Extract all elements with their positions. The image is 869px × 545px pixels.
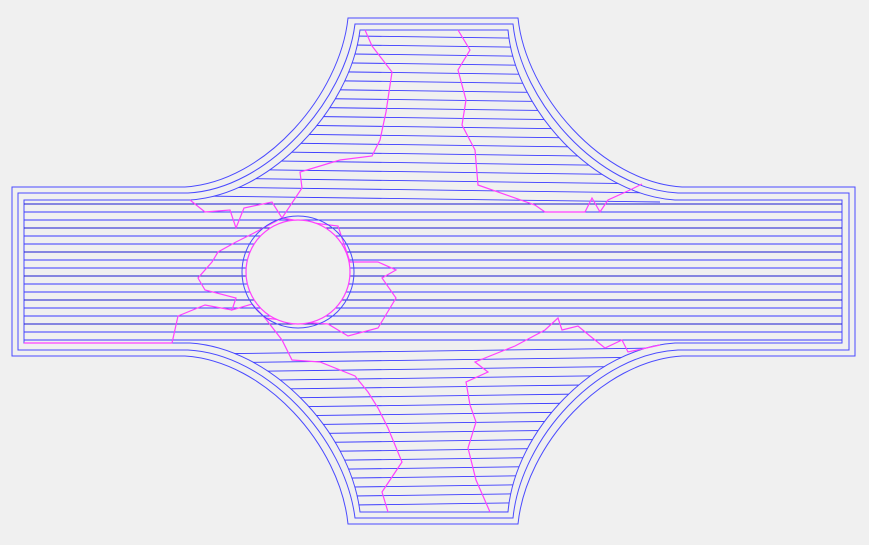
infill-hatch [24, 33, 842, 512]
infill-line-bottom-arm [199, 509, 661, 512]
infill-line-top-arm [199, 78, 661, 86]
region-boundary-top-left [189, 29, 393, 230]
infill-line-top-arm [199, 168, 661, 176]
infill-line-bottom-arm [199, 356, 661, 364]
infill-line-top-arm [199, 51, 661, 59]
outer-perimeter-contours [11, 17, 856, 525]
circular-hole-contour [241, 215, 355, 329]
infill-line-bottom-arm [199, 365, 661, 373]
infill-line-bottom-arm [199, 491, 661, 499]
perimeter-loop-middle [17, 23, 850, 519]
infill-line-bottom-arm [199, 482, 661, 490]
infill-line-top-arm [199, 195, 661, 203]
circular-hole [245, 219, 351, 325]
infill-line-top-arm [199, 87, 661, 95]
infill-line-top-arm [199, 186, 661, 194]
perimeter-loop-outer [11, 17, 856, 525]
infill-line-top-arm [199, 177, 661, 185]
perimeter-loop-inner [23, 29, 843, 513]
infill-line-top-arm [199, 123, 661, 131]
region-boundary-top-right [457, 29, 643, 214]
infill-line-bottom-arm [199, 464, 661, 472]
infill-line-bottom-arm [199, 455, 661, 463]
infill-line-top-arm [199, 114, 661, 122]
infill-line-bottom-arm [199, 410, 661, 418]
infill-line-bottom-arm [199, 347, 661, 355]
infill-line-top-arm [199, 33, 661, 41]
infill-line-bottom-arm [199, 437, 661, 445]
infill-line-bottom-arm [199, 419, 661, 427]
infill-line-bottom-arm [199, 401, 661, 409]
infill-line-top-arm [199, 60, 661, 68]
infill-line-top-arm [199, 105, 661, 113]
infill-line-bottom-arm [199, 446, 661, 454]
region-boundary-bottom-right [465, 316, 661, 513]
infill-line-top-arm [199, 42, 661, 50]
infill-line-bottom-arm [199, 473, 661, 481]
region-boundaries [24, 29, 661, 513]
infill-line-top-arm [199, 69, 661, 77]
infill-line-bottom-arm [199, 428, 661, 436]
infill-line-top-arm [199, 96, 661, 104]
region-boundary-bottom-left [24, 304, 403, 513]
infill-line-bottom-arm [199, 500, 661, 508]
infill-line-top-arm [199, 132, 661, 140]
